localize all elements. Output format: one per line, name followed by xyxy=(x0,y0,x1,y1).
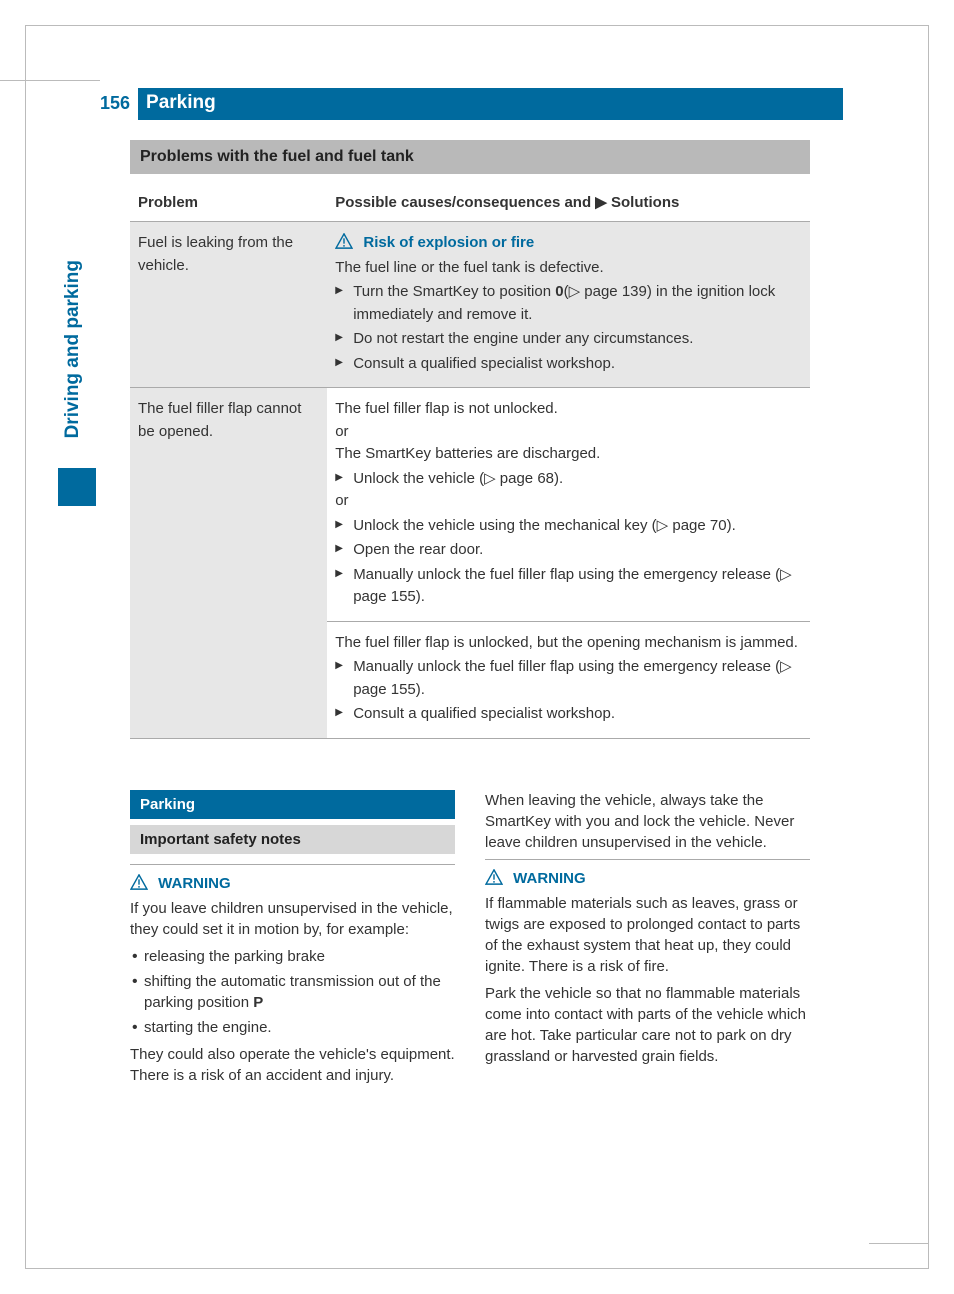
step-item: Manually unlock the fuel filler flap usi… xyxy=(335,656,802,701)
two-column-region: Parking Important safety notes WARNING I… xyxy=(130,790,810,1092)
solution-cell: Risk of explosion or fire The fuel line … xyxy=(327,222,810,388)
warning-title: Risk of explosion or fire xyxy=(363,234,534,251)
section-heading: Parking xyxy=(130,790,455,819)
body-text: If you leave children unsupervised in th… xyxy=(130,898,455,940)
warning-inline: Risk of explosion or fire xyxy=(335,232,802,257)
problem-cell: The fuel filler flap cannot be opened. xyxy=(130,388,327,739)
step-item: Open the rear door. xyxy=(335,539,802,562)
or-text: or xyxy=(335,421,802,444)
table-row: Fuel is leaking from the vehicle. Risk o… xyxy=(130,222,810,388)
warning-heading: WARNING xyxy=(485,859,810,891)
or-text: or xyxy=(335,490,802,513)
warning-label: WARNING xyxy=(158,875,231,892)
col-header-problem: Problem xyxy=(130,186,327,222)
body-text: When leaving the vehicle, always take th… xyxy=(485,790,810,853)
body-text: If flammable materials such as leaves, g… xyxy=(485,893,810,977)
step-item: Do not restart the engine under any circ… xyxy=(335,328,802,351)
cause-text: The SmartKey batteries are discharged. xyxy=(335,443,802,466)
warning-triangle-icon xyxy=(335,233,353,257)
subsection-heading: Important safety notes xyxy=(130,825,455,854)
table-row: The fuel filler flap cannot be opened. T… xyxy=(130,388,810,622)
troubleshoot-table: Problem Possible causes/consequences and… xyxy=(130,186,810,739)
corner-mark xyxy=(869,1184,929,1244)
step-item: Unlock the vehicle (▷ page 68). xyxy=(335,468,802,491)
warning-label: WARNING xyxy=(513,870,586,887)
side-tab-label: Driving and parking xyxy=(60,260,87,438)
page-header: 156 Parking xyxy=(100,88,843,120)
step-item: Unlock the vehicle using the mechanical … xyxy=(335,515,802,538)
body-text: Park the vehicle so that no flammable ma… xyxy=(485,983,810,1067)
side-tab-marker xyxy=(58,468,96,506)
warning-triangle-icon xyxy=(130,874,148,896)
warning-heading: WARNING xyxy=(130,864,455,896)
solution-cell: The fuel filler flap is unlocked, but th… xyxy=(327,621,810,738)
cause-text: The fuel line or the fuel tank is defect… xyxy=(335,257,802,280)
page-number: 156 xyxy=(100,91,138,116)
list-item: releasing the parking brake xyxy=(130,946,455,967)
step-item: Manually unlock the fuel filler flap usi… xyxy=(335,564,802,609)
col-header-solutions: Possible causes/consequences and ▶ Solut… xyxy=(327,186,810,222)
list-item: shifting the automatic transmission out … xyxy=(130,971,455,1013)
list-item: starting the engine. xyxy=(130,1017,455,1038)
left-column: Parking Important safety notes WARNING I… xyxy=(130,790,455,1092)
right-column: When leaving the vehicle, always take th… xyxy=(485,790,810,1092)
table-heading: Problems with the fuel and fuel tank xyxy=(130,140,810,174)
top-rule xyxy=(0,80,100,81)
step-item: Consult a qualified specialist workshop. xyxy=(335,353,802,376)
bullet-list: releasing the parking brake shifting the… xyxy=(130,946,455,1038)
step-item: Turn the SmartKey to position 0(▷ page 1… xyxy=(335,281,802,326)
body-text: They could also operate the vehicle's eq… xyxy=(130,1044,455,1086)
cause-text: The fuel filler flap is not unlocked. xyxy=(335,398,802,421)
step-item: Consult a qualified specialist workshop. xyxy=(335,703,802,726)
problem-cell: Fuel is leaking from the vehicle. xyxy=(130,222,327,388)
solution-cell: The fuel filler flap is not unlocked. or… xyxy=(327,388,810,622)
warning-triangle-icon xyxy=(485,869,503,891)
page-title: Parking xyxy=(138,88,843,120)
cause-text: The fuel filler flap is unlocked, but th… xyxy=(335,632,802,655)
main-content: Problems with the fuel and fuel tank Pro… xyxy=(130,140,810,739)
